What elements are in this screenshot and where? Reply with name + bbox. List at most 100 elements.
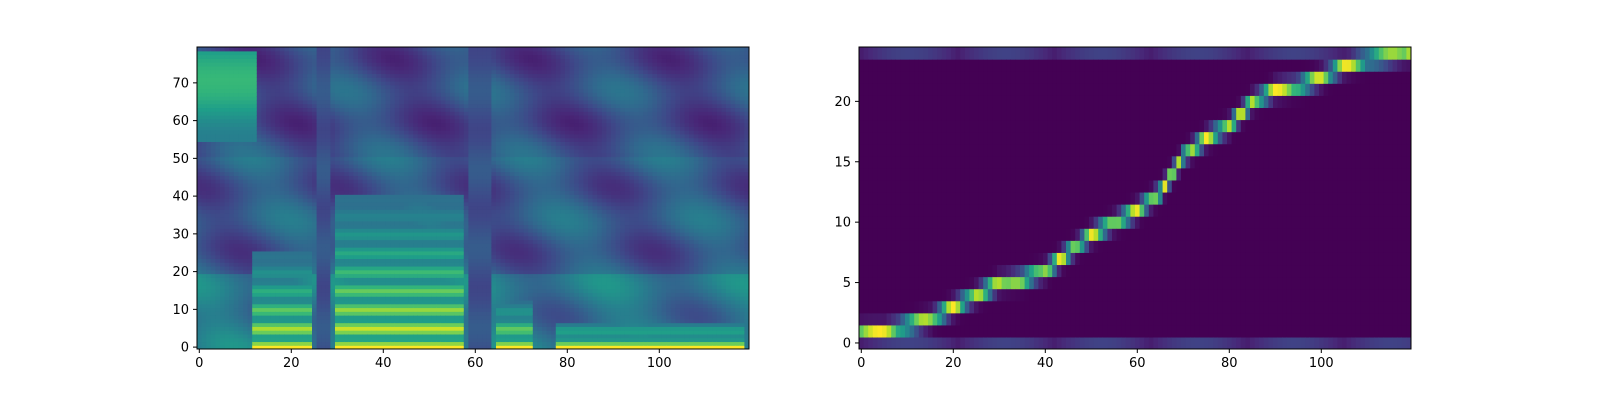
spectrogram-cell: [362, 216, 368, 222]
spectrogram-cell: [459, 307, 465, 312]
spectrogram-cell: [224, 262, 230, 267]
spectrogram-cell: [224, 69, 230, 75]
spectrogram-cell: [284, 315, 290, 320]
spectrogram-cell: [440, 99, 446, 105]
spectrogram-cell: [385, 122, 391, 127]
spectrogram-cell: [243, 254, 249, 260]
spectrogram-cell: [385, 77, 391, 82]
spectrogram-cell: [293, 126, 299, 131]
spectrogram-cell: [330, 337, 336, 343]
spectrogram-cell: [261, 88, 267, 93]
spectrogram-cell: [325, 175, 331, 180]
spectrogram-cell: [307, 65, 313, 71]
spectrogram-cell: [440, 303, 446, 309]
spectrogram-cell: [229, 122, 235, 127]
spectrogram-cell: [408, 303, 414, 309]
spectrogram-cell: [445, 341, 451, 346]
spectrogram-cell: [261, 288, 267, 293]
spectrogram-cell: [385, 333, 391, 339]
spectrogram-cell: [390, 111, 396, 116]
spectrogram-cell: [431, 250, 437, 256]
spectrogram-cell: [468, 103, 474, 109]
spectrogram-cell: [270, 84, 276, 90]
spectrogram-cell: [279, 156, 285, 161]
spectrogram-cell: [247, 65, 253, 71]
spectrogram-cell: [339, 148, 345, 154]
spectrogram-cell: [408, 54, 414, 59]
spectrogram-cell: [215, 92, 221, 97]
spectrogram-cell: [440, 262, 446, 267]
spectrogram-cell: [459, 254, 465, 260]
spectrogram-cell: [348, 171, 354, 176]
spectrogram-cell: [362, 65, 368, 71]
spectrogram-cell: [266, 84, 272, 90]
spectrogram-cell: [247, 315, 253, 320]
spectrogram-cell: [431, 281, 437, 286]
spectrogram-cell: [307, 58, 313, 63]
spectrogram-cell: [233, 258, 239, 263]
spectrogram-cell: [275, 201, 281, 207]
spectrogram-cell: [321, 318, 327, 324]
spectrogram-cell: [385, 213, 391, 218]
spectrogram-cell: [477, 65, 483, 71]
spectrogram-cell: [220, 114, 226, 120]
spectrogram-cell: [440, 50, 446, 56]
spectrogram-cell: [404, 164, 410, 169]
spectrogram-cell: [417, 103, 423, 109]
spectrogram-cell: [256, 307, 262, 312]
spectrogram-cell: [307, 235, 313, 241]
spectrogram-cell: [454, 345, 460, 349]
spectrogram-cell: [463, 58, 469, 63]
spectrogram-cell: [206, 148, 212, 154]
spectrogram-cell: [261, 213, 267, 218]
spectrogram-cell: [330, 107, 336, 112]
spectrogram-cell: [358, 315, 364, 320]
spectrogram-cell: [436, 179, 442, 184]
spectrogram-cell: [358, 96, 364, 101]
spectrogram-cell: [468, 326, 474, 331]
spectrogram-cell: [408, 111, 414, 116]
spectrogram-cell: [394, 50, 400, 56]
spectrogram-cell: [197, 288, 203, 293]
spectrogram-cell: [233, 156, 239, 161]
spectrogram-cell: [339, 186, 345, 192]
spectrogram-cell: [348, 111, 354, 116]
spectrogram-cell: [367, 341, 373, 346]
spectrogram-cell: [358, 247, 364, 252]
spectrogram-cell: [197, 133, 203, 139]
spectrogram-cell: [399, 243, 405, 248]
spectrogram-cell: [289, 228, 295, 233]
spectrogram-cell: [427, 239, 433, 244]
spectrogram-cell: [316, 152, 322, 158]
spectrogram-cell: [243, 179, 249, 184]
spectrogram-cell: [279, 107, 285, 112]
spectrogram-cell: [321, 213, 327, 218]
spectrogram-cell: [335, 145, 341, 150]
spectrogram-cell: [454, 269, 460, 275]
spectrogram-cell: [206, 175, 212, 180]
spectrogram-cell: [215, 111, 221, 116]
spectrogram-cell: [371, 201, 377, 207]
spectrogram-cell: [463, 345, 469, 349]
spectrogram-cell: [367, 156, 373, 161]
spectrogram-cell: [440, 288, 446, 293]
spectrogram-cell: [293, 167, 299, 173]
spectrogram-cell: [473, 92, 479, 97]
spectrogram-cell: [371, 269, 377, 275]
spectrogram-cell: [436, 296, 442, 301]
spectrogram-cell: [371, 77, 377, 82]
spectrogram-cell: [399, 141, 405, 146]
spectrogram-cell: [459, 296, 465, 301]
spectrogram-cell: [399, 292, 405, 297]
spectrogram-cell: [348, 326, 354, 331]
spectrogram-cell: [293, 326, 299, 331]
spectrogram-cell: [358, 186, 364, 192]
spectrogram-cell: [339, 156, 345, 161]
spectrogram-cell: [307, 296, 313, 301]
spectrogram-cell: [243, 103, 249, 109]
spectrogram-cell: [261, 152, 267, 158]
spectrogram-cell: [436, 330, 442, 335]
spectrogram-cell: [358, 277, 364, 282]
spectrogram-cell: [197, 186, 203, 192]
spectrogram-cell: [348, 330, 354, 335]
